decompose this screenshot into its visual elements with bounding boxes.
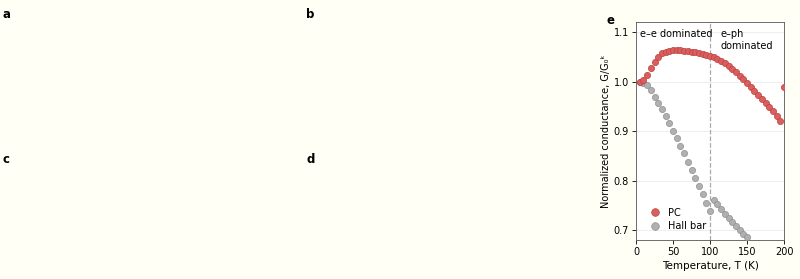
- PC: [700, 53, 713, 57]
- Hall bar: [730, 224, 742, 228]
- PC: [759, 101, 772, 105]
- PC: [637, 78, 650, 82]
- Text: e–ph
dominated: e–ph dominated: [720, 29, 773, 51]
- Text: b: b: [306, 8, 314, 21]
- PC: [726, 67, 738, 71]
- Hall bar: [722, 216, 735, 220]
- PC: [741, 81, 754, 85]
- Hall bar: [714, 207, 727, 211]
- Hall bar: [678, 151, 690, 156]
- PC: [704, 54, 717, 58]
- Hall bar: [744, 243, 757, 248]
- PC: [770, 114, 783, 118]
- PC: [711, 57, 724, 61]
- PC: [634, 80, 646, 84]
- Hall bar: [655, 107, 668, 112]
- PC: [663, 48, 676, 53]
- PC: [648, 60, 661, 64]
- PC: [766, 109, 779, 114]
- Hall bar: [674, 144, 686, 148]
- Hall bar: [726, 220, 738, 224]
- Hall bar: [641, 83, 654, 87]
- Hall bar: [700, 201, 713, 205]
- PC: [678, 48, 690, 53]
- Hall bar: [645, 88, 658, 92]
- PC: [693, 51, 706, 55]
- Hall bar: [670, 136, 683, 140]
- PC: [734, 73, 746, 78]
- Text: d: d: [306, 153, 314, 167]
- PC: [778, 84, 790, 89]
- PC: [755, 97, 768, 101]
- PC: [763, 105, 776, 109]
- Hall bar: [741, 235, 754, 240]
- PC: [722, 64, 735, 68]
- Hall bar: [734, 228, 746, 232]
- Hall bar: [682, 160, 694, 164]
- PC: [652, 55, 665, 59]
- PC: [670, 48, 683, 52]
- Hall bar: [737, 232, 750, 236]
- Hall bar: [689, 175, 702, 180]
- Hall bar: [634, 80, 646, 84]
- Legend: PC, Hall bar: PC, Hall bar: [644, 206, 708, 233]
- PC: [748, 89, 761, 93]
- PC: [689, 50, 702, 54]
- PC: [641, 73, 654, 77]
- PC: [685, 49, 698, 54]
- X-axis label: Temperature, T (K): Temperature, T (K): [662, 261, 758, 271]
- Hall bar: [659, 114, 672, 119]
- PC: [674, 48, 686, 52]
- PC: [752, 93, 765, 97]
- PC: [682, 49, 694, 53]
- PC: [737, 77, 750, 81]
- Hall bar: [693, 184, 706, 188]
- Text: a: a: [3, 8, 11, 21]
- PC: [659, 49, 672, 54]
- Hall bar: [704, 209, 717, 213]
- PC: [774, 119, 786, 123]
- Hall bar: [666, 128, 679, 133]
- Hall bar: [685, 167, 698, 172]
- Y-axis label: Normalized conductance, G/G₀ᵏ: Normalized conductance, G/G₀ᵏ: [601, 54, 611, 208]
- PC: [645, 66, 658, 70]
- PC: [666, 48, 679, 52]
- PC: [655, 51, 668, 56]
- Hall bar: [652, 101, 665, 105]
- Text: e–e dominated: e–e dominated: [641, 29, 713, 39]
- PC: [707, 55, 720, 60]
- PC: [718, 61, 731, 66]
- PC: [696, 52, 709, 56]
- Hall bar: [718, 211, 731, 216]
- Hall bar: [663, 121, 676, 126]
- Hall bar: [648, 94, 661, 99]
- Hall bar: [711, 202, 724, 206]
- Hall bar: [707, 198, 720, 203]
- Hall bar: [637, 80, 650, 85]
- PC: [744, 85, 757, 89]
- PC: [714, 59, 727, 63]
- Hall bar: [696, 192, 709, 197]
- Text: c: c: [3, 153, 10, 167]
- Text: e: e: [606, 14, 614, 27]
- PC: [730, 70, 742, 74]
